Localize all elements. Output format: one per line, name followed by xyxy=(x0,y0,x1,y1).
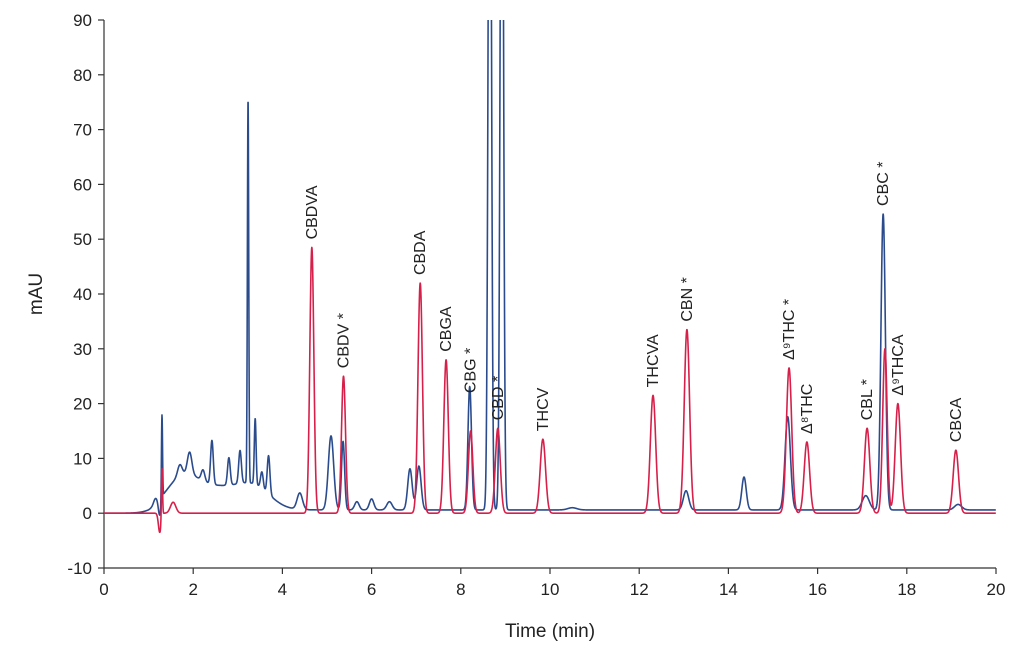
x-tick-label: 8 xyxy=(456,580,465,599)
y-tick-label: -10 xyxy=(67,559,92,578)
x-tick-label: 0 xyxy=(99,580,108,599)
x-tick-label: 6 xyxy=(367,580,376,599)
x-tick-label: 10 xyxy=(541,580,560,599)
y-tick-label: 0 xyxy=(83,504,92,523)
x-tick-label: 18 xyxy=(897,580,916,599)
peak-label: Δ⁹THCA xyxy=(890,334,907,395)
y-tick-label: 40 xyxy=(73,285,92,304)
y-tick-label: 70 xyxy=(73,121,92,140)
peak-label: CBL * xyxy=(859,379,876,420)
trace-line-0 xyxy=(104,246,997,534)
peak-label: CBGA xyxy=(438,306,455,352)
peak-label: CBCA xyxy=(948,397,965,442)
y-tick-label: 80 xyxy=(73,66,92,85)
peak-labels: CBDVA CBDV * CBDA CBGA CBG * CBD * THCV THCVA CB… xyxy=(304,162,965,443)
peak-label: Δ⁹THC * xyxy=(781,299,798,360)
peak-label: CBG * xyxy=(463,348,480,393)
x-tick-label: 4 xyxy=(278,580,287,599)
traces xyxy=(104,20,997,534)
y-tick-label: 90 xyxy=(73,11,92,30)
peak-label: Δ⁸THC xyxy=(799,384,816,434)
y-tick-label: 50 xyxy=(73,230,92,249)
y-axis-label: mAU xyxy=(26,273,47,315)
x-tick-label: 12 xyxy=(630,580,649,599)
peak-label: CBN * xyxy=(679,277,696,321)
x-axis-label: Time (min) xyxy=(505,621,595,642)
peak-label: THCV xyxy=(535,387,552,431)
axes: -10 0 10 20 30 40 50 60 70 80 90 0 2 4 6 8 10 12 14 16 18 20 xyxy=(67,11,1005,599)
y-tick-label: 30 xyxy=(73,340,92,359)
peak-label: CBDVA xyxy=(304,185,321,239)
x-tick-label: 20 xyxy=(987,580,1006,599)
peak-label: CBD * xyxy=(490,376,507,420)
y-tick-label: 20 xyxy=(73,395,92,414)
trace-line-1 xyxy=(104,20,997,516)
x-tick-label: 14 xyxy=(719,580,738,599)
x-tick-label: 16 xyxy=(808,580,827,599)
y-tick-label: 10 xyxy=(73,449,92,468)
y-tick-label: 60 xyxy=(73,175,92,194)
peak-label: CBDV * xyxy=(336,313,353,368)
peak-label: CBC * xyxy=(875,162,892,206)
x-tick-label: 2 xyxy=(188,580,197,599)
peak-label: CBDA xyxy=(412,230,429,275)
peak-label: THCVA xyxy=(645,334,662,387)
